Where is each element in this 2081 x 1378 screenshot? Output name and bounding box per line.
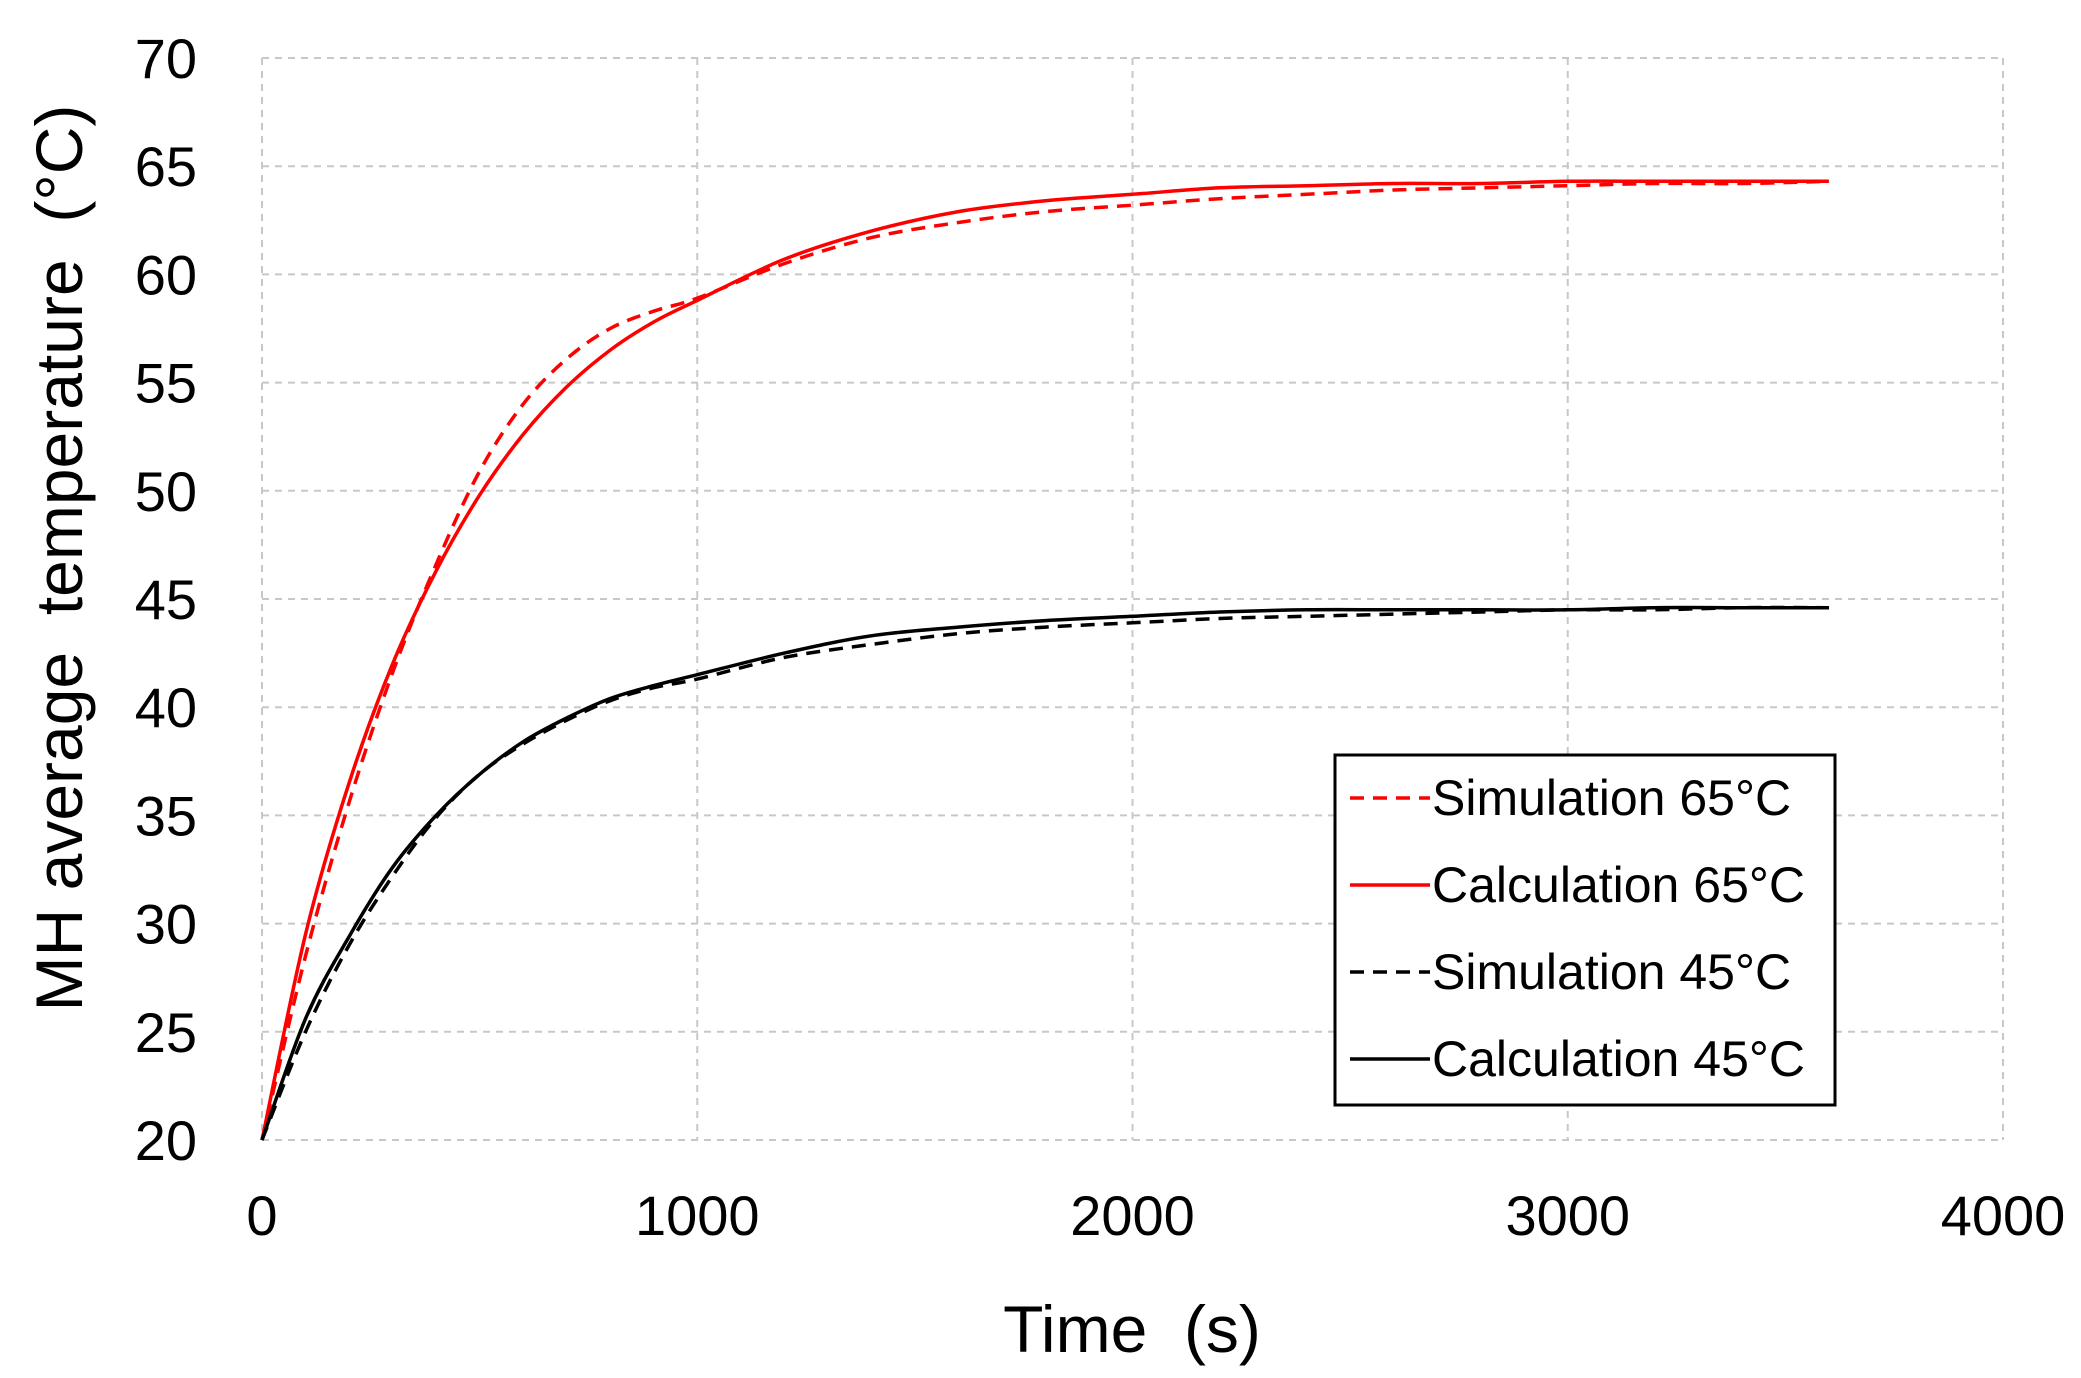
x-tick-label: 4000 [1941,1184,2066,1247]
legend-label: Calculation 65°C [1432,857,1805,913]
y-tick-label: 55 [135,352,197,415]
legend-label: Simulation 65°C [1432,770,1791,826]
series-line-calculation-65-c [260,179,1829,1141]
legend-box [1333,753,1837,1107]
y-tick-label: 20 [135,1109,197,1172]
series-line-calculation-45-c [260,605,1829,1141]
y-tick-label: 25 [135,1001,197,1064]
y-tick-label: 50 [135,460,197,523]
y-tick-label: 45 [135,568,197,631]
y-tick-label: 40 [135,676,197,739]
series-line-simulation-65-c [260,179,1829,1141]
y-tick-label: 30 [135,893,197,956]
x-tick-label: 0 [246,1184,277,1247]
y-tick-label: 35 [135,784,197,847]
x-tick-label: 3000 [1505,1184,1630,1247]
x-tick-label: 2000 [1070,1184,1195,1247]
legend: Simulation 65°C Calculation 65°C Simulatio… [1333,753,1837,1107]
y-axis-title: MH average temperature (°C) [22,105,96,1012]
series-lines [260,179,1829,1141]
y-tick-label: 65 [135,135,197,198]
legend-label: Simulation 45°C [1432,944,1791,1000]
y-tick-label: 70 [135,27,197,90]
x-tick-label: 1000 [635,1184,760,1247]
gridlines [261,57,2004,1141]
legend-label: Calculation 45°C [1432,1031,1805,1087]
x-axis-title: Time (s) [1003,1292,1261,1366]
y-tick-label: 60 [135,243,197,306]
tick-labels: 20 25 30 35 40 45 50 55 60 65 70 0 1000 2000 3000 4000 [135,27,2066,1247]
